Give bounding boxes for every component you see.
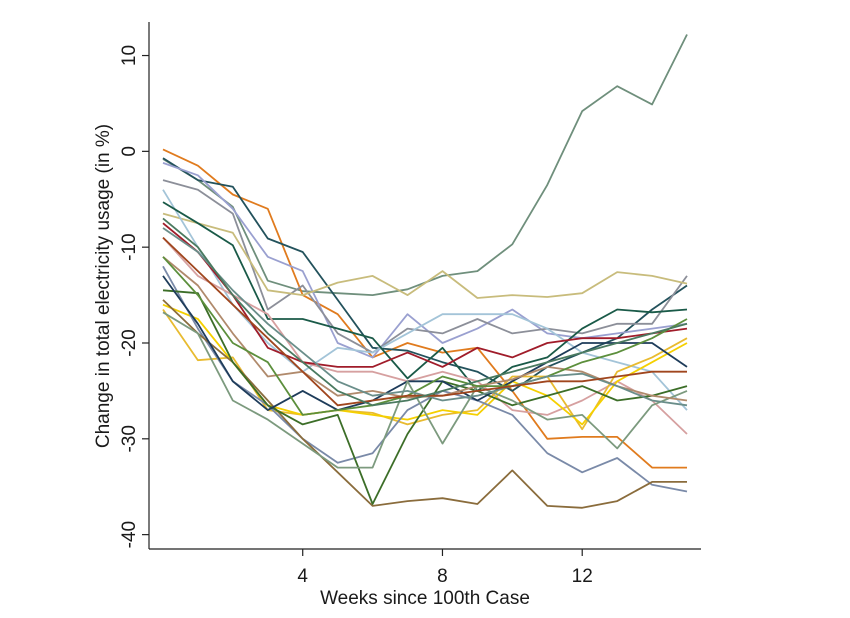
series-line-6 (162, 212, 688, 299)
series-line-19 (162, 256, 688, 416)
x-tick-label: 12 (572, 566, 593, 587)
y-tick-label: 0 (119, 146, 140, 157)
series-line-22 (162, 217, 688, 407)
series-line-16 (162, 275, 688, 411)
y-tick-label: -10 (119, 233, 140, 260)
x-axis-ticks: 4 8 12 (297, 549, 593, 587)
x-tick-label: 8 (437, 566, 448, 587)
y-tick-label: -40 (119, 521, 140, 548)
series-line-17 (162, 311, 688, 469)
plot-lines (162, 34, 688, 509)
y-axis-ticks: -40 -30 -20 -10 0 10 (119, 45, 149, 548)
y-tick-label: -30 (119, 425, 140, 452)
series-line-13 (162, 265, 688, 493)
series-line-20 (162, 227, 688, 407)
y-tick-label: -20 (119, 329, 140, 356)
series-line-15 (162, 289, 688, 505)
series-line-1 (162, 34, 688, 296)
y-tick-label: 10 (119, 45, 140, 66)
series-line-14 (162, 299, 687, 509)
y-axis-title: Change in total electricity usage (in %) (93, 124, 114, 448)
series-line-9 (162, 236, 688, 435)
series-line-5 (162, 179, 688, 354)
series-line-8 (162, 201, 688, 392)
x-axis-title: Weeks since 100th Case (320, 588, 530, 609)
x-tick-label: 4 (297, 566, 308, 587)
series-line-3 (162, 157, 688, 392)
series-line-2 (162, 148, 687, 469)
series-line-4 (162, 162, 688, 359)
